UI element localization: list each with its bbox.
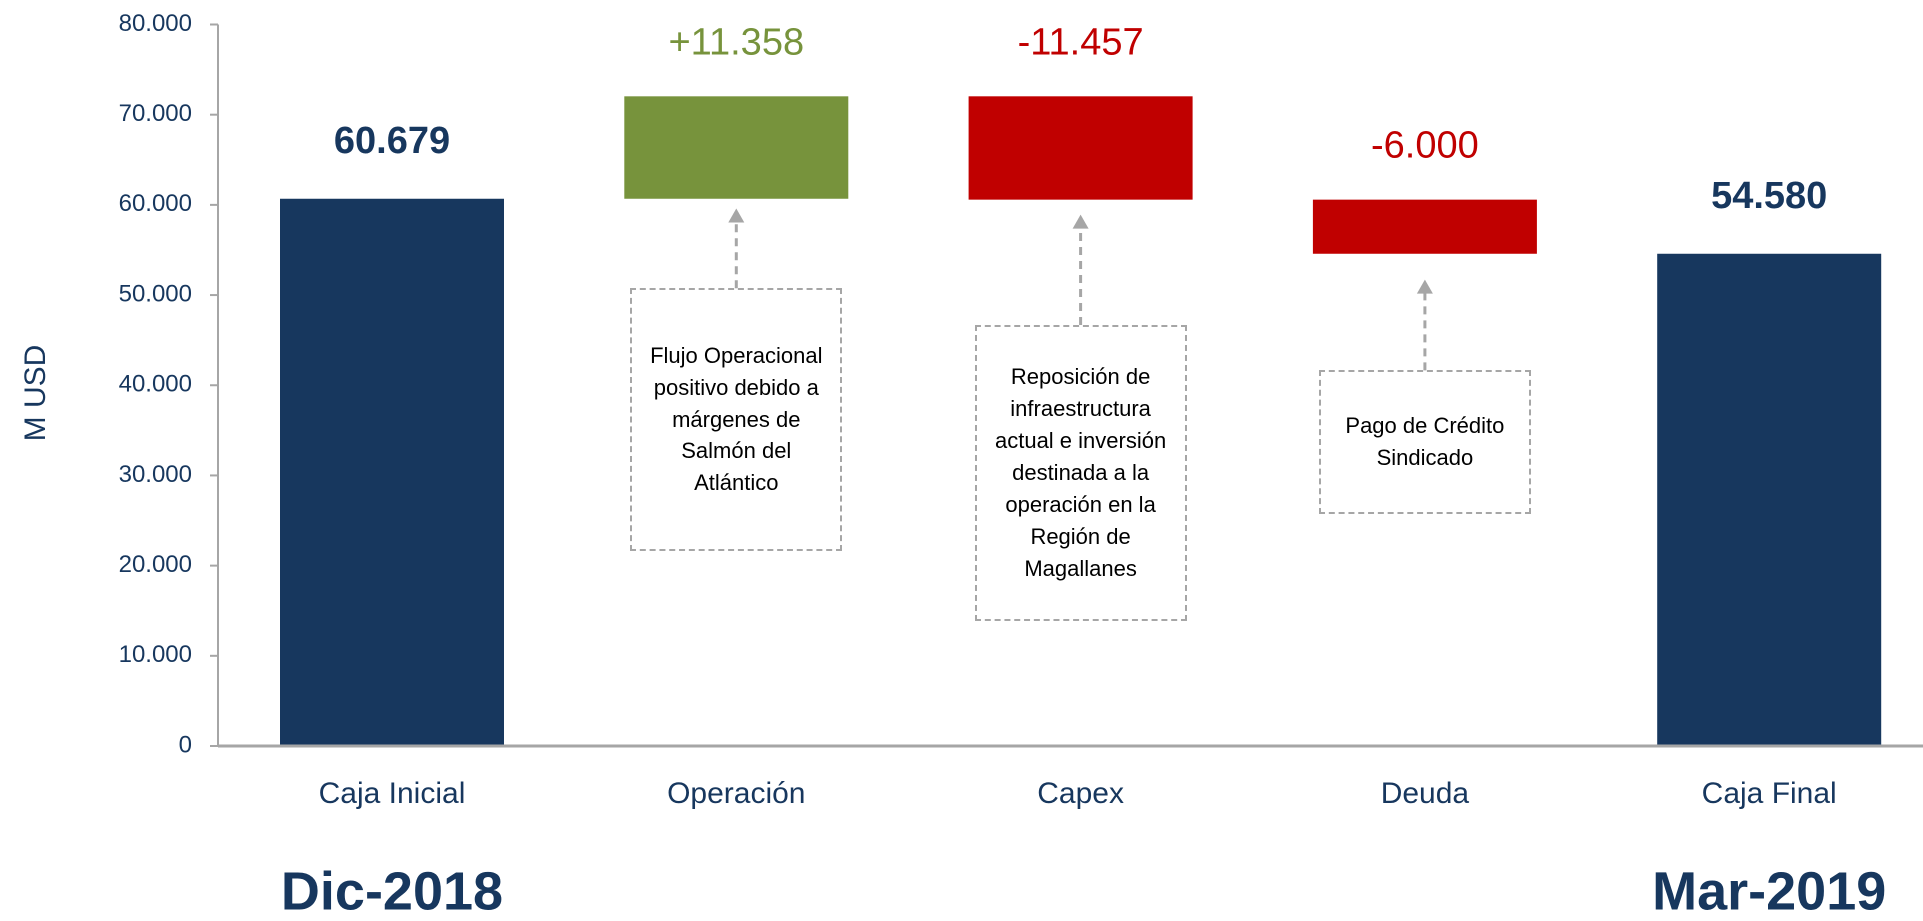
y-tick-label: 20.000 <box>119 551 192 578</box>
x-tick-label: Caja Final <box>1702 777 1837 810</box>
bar <box>968 96 1193 200</box>
x-tick-label: Deuda <box>1381 777 1470 810</box>
value-label: +11.358 <box>668 21 804 63</box>
value-label: 54.580 <box>1711 175 1827 217</box>
y-tick-label: 70.000 <box>119 100 192 127</box>
annotation: Pago de Crédito Sindicado <box>1318 370 1531 514</box>
annotation: Flujo Operacional positivo debido a márg… <box>630 288 843 551</box>
bar <box>1312 199 1537 254</box>
y-axis-label: M USD <box>19 345 52 442</box>
period-label: Dic-2018 <box>281 861 503 921</box>
value-label: -6.000 <box>1371 125 1479 167</box>
bar <box>280 198 504 746</box>
y-tick-label: 30.000 <box>119 461 192 488</box>
arrow-head <box>1072 214 1089 229</box>
value-label: 60.679 <box>334 120 450 162</box>
annotation: Reposición de infraestructura actual e i… <box>974 325 1187 621</box>
y-tick-label: 60.000 <box>119 190 192 217</box>
y-tick-label: 50.000 <box>119 280 192 307</box>
y-tick-label: 40.000 <box>119 371 192 398</box>
bar <box>1657 253 1882 746</box>
arrow-head <box>1416 279 1433 294</box>
x-tick-label: Caja Inicial <box>319 777 466 810</box>
y-tick-label: 80.000 <box>119 10 192 37</box>
period-label: Mar-2019 <box>1652 861 1886 921</box>
x-tick-label: Operación <box>667 777 805 810</box>
y-tick-label: 0 <box>179 731 192 758</box>
y-tick-label: 10.000 <box>119 641 192 668</box>
bar <box>624 96 849 199</box>
arrow-head <box>728 208 745 223</box>
x-tick-label: Capex <box>1037 777 1124 810</box>
value-label: -11.457 <box>1018 21 1144 63</box>
